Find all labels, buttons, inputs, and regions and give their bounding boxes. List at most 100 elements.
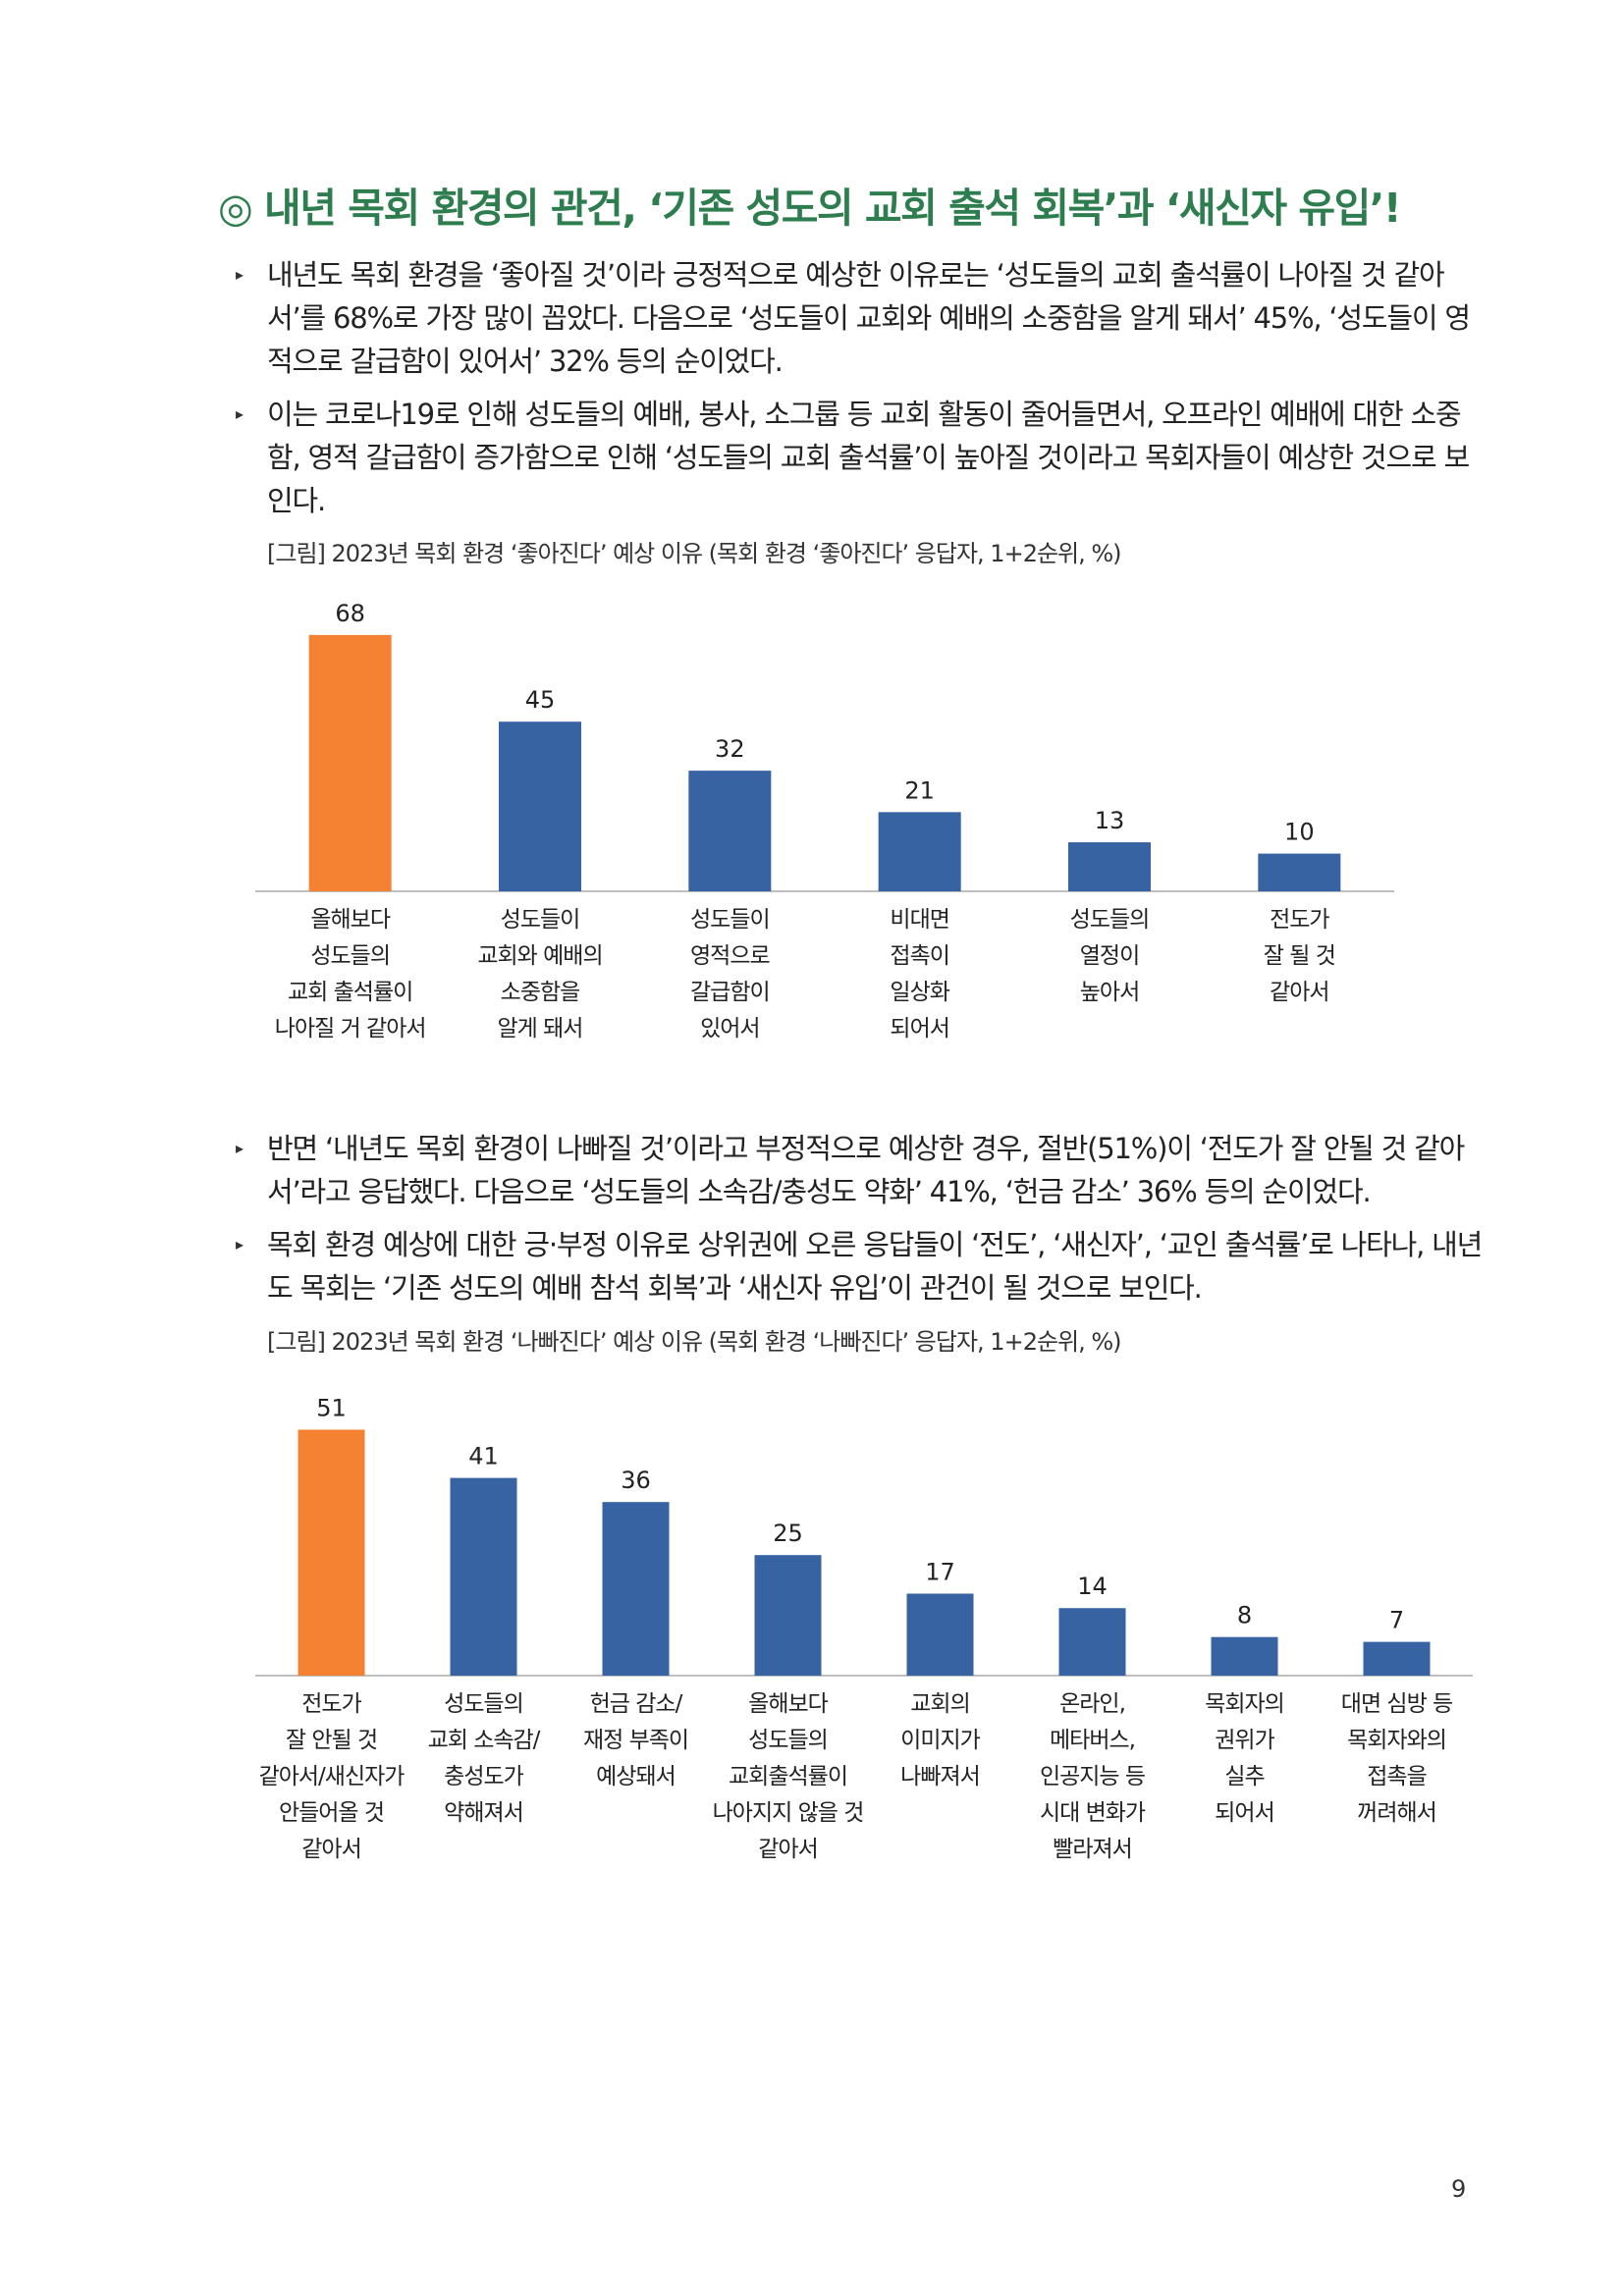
category-label: 전도가 (301, 1691, 361, 1717)
category-label: 높아서 (1080, 980, 1139, 1005)
bullet-marker-icon: ▸ (236, 265, 243, 284)
category-label: 목회자와의 (1347, 1728, 1446, 1753)
category-label: 같아서 (1270, 980, 1328, 1005)
category-label: 나아질 거 같아서 (275, 1016, 426, 1041)
category-label: 있어서 (700, 1016, 759, 1041)
category-label: 잘 안될 것 (286, 1728, 377, 1753)
category-label: 목회자의 (1205, 1691, 1284, 1717)
category-label: 인공지능 등 (1040, 1764, 1145, 1789)
data-label: 51 (316, 1394, 347, 1421)
bar (450, 1477, 517, 1676)
bar (308, 634, 392, 891)
section1-bullets: ▸ 내년도 목회 환경을 ‘좋아질 것’이라 긍정적으로 예상한 이유로는 ‘성… (236, 253, 1483, 532)
bullet-text: 이는 코로나19로 인해 성도들의 예배, 봉사, 소그룹 등 교회 활동이 줄… (267, 398, 1470, 517)
bullet-item: ▸ 목회 환경 예상에 대한 긍·부정 이유로 상위권에 오른 응답들이 ‘전도… (236, 1223, 1483, 1309)
category-label: 접촉을 (1367, 1764, 1426, 1789)
category-label: 영적으로 (690, 943, 770, 969)
category-label: 같아서/새신자가 (259, 1764, 406, 1789)
category-label: 실추 (1224, 1764, 1264, 1789)
category-label: 헌금 감소/ (590, 1691, 683, 1717)
data-label: 25 (773, 1520, 803, 1547)
category-label: 성도들의 (748, 1728, 828, 1753)
category-label: 충성도가 (444, 1764, 523, 1789)
bar (1363, 1641, 1431, 1676)
data-label: 36 (621, 1467, 651, 1494)
page-heading: ◎ 내년 목회 환경의 관건, ‘기존 성도의 교회 출석 회복’과 ‘새신자 … (218, 185, 1402, 232)
chart-good-reasons: 68 올해보다 성도들의 교회 출석률이 나아질 거 같아서 45 성도들이 교회와 예배의 소… (255, 579, 1414, 1060)
category-label: 올해보다 (310, 907, 390, 933)
bullet-marker-icon: ▸ (236, 1139, 243, 1157)
category-label: 비대면 (890, 907, 948, 933)
category-label: 성도들의 (444, 1691, 523, 1717)
chart-bad-reasons: 51 전도가 잘 안될 것 같아서/새신자가 안들어올 것 같아서 41 성도들의 교회 소속감… (255, 1369, 1492, 1880)
bullet-item: ▸ 반면 ‘내년도 목회 환경이 나빠질 것’이라고 부정적으로 예상한 경우,… (236, 1127, 1483, 1213)
category-label: 잘 될 것 (1264, 943, 1335, 969)
category-label: 갈급함이 (690, 980, 770, 1005)
category-label: 성도들이 (690, 907, 770, 933)
category-label: 성도들의 (310, 943, 390, 969)
category-label: 되어서 (890, 1016, 948, 1041)
category-label: 열정이 (1080, 943, 1139, 969)
bar (906, 1593, 974, 1676)
category-label: 성도들의 (1070, 907, 1150, 933)
category-label: 나빠져서 (900, 1764, 980, 1789)
category-label: 접촉이 (890, 943, 948, 969)
bullet-item: ▸ 내년도 목회 환경을 ‘좋아질 것’이라 긍정적으로 예상한 이유로는 ‘성… (236, 253, 1483, 383)
bar (499, 721, 581, 891)
category-label: 전도가 (1270, 907, 1329, 933)
data-label: 10 (1284, 819, 1315, 846)
category-label: 되어서 (1215, 1800, 1273, 1826)
category-label: 약해져서 (444, 1800, 523, 1826)
category-label: 소중함을 (501, 980, 580, 1005)
category-label: 권위가 (1215, 1728, 1274, 1753)
category-label: 알게 돼서 (498, 1016, 583, 1041)
category-label: 올해보다 (748, 1691, 828, 1717)
category-label: 안들어올 것 (279, 1800, 384, 1826)
data-label: 8 (1237, 1602, 1252, 1629)
bullet-text: 반면 ‘내년도 목회 환경이 나빠질 것’이라고 부정적으로 예상한 경우, 절… (267, 1132, 1465, 1208)
category-label: 성도들이 (501, 907, 580, 933)
data-label: 41 (468, 1443, 499, 1470)
category-label: 대면 심방 등 (1341, 1691, 1452, 1717)
data-label: 32 (715, 735, 745, 763)
bullet-marker-icon: ▸ (236, 1235, 243, 1254)
bar (1068, 842, 1151, 891)
chart2-caption: [그림] 2023년 목회 환경 ‘나빠진다’ 예상 이유 (목회 환경 ‘나빠… (267, 1328, 1122, 1356)
bar (878, 812, 961, 891)
data-label: 45 (525, 686, 556, 714)
bullet-text: 내년도 목회 환경을 ‘좋아질 것’이라 긍정적으로 예상한 이유로는 ‘성도들… (267, 258, 1471, 378)
category-label: 일상화 (890, 980, 949, 1005)
category-label: 교회의 (910, 1691, 969, 1717)
category-label: 교회와 예배의 (477, 943, 602, 969)
data-label: 21 (904, 776, 935, 804)
bar (1211, 1636, 1278, 1676)
bar (602, 1502, 670, 1676)
bar (298, 1429, 365, 1676)
section2-bullets: ▸ 반면 ‘내년도 목회 환경이 나빠질 것’이라고 부정적으로 예상한 경우,… (236, 1127, 1483, 1319)
category-label: 같아서 (301, 1837, 360, 1862)
category-label: 예상돼서 (596, 1764, 676, 1789)
category-label: 교회 소속감/ (428, 1728, 541, 1753)
bar (688, 771, 772, 891)
category-label: 재정 부족이 (583, 1728, 688, 1753)
data-label: 14 (1077, 1573, 1108, 1600)
data-label: 13 (1095, 807, 1125, 834)
bar (1258, 853, 1341, 891)
chart1-caption: [그림] 2023년 목회 환경 ‘좋아진다’ 예상 이유 (목회 환경 ‘좋아… (267, 540, 1122, 567)
category-label: 메타버스, (1050, 1728, 1135, 1753)
category-label: 시대 변화가 (1040, 1800, 1146, 1826)
data-label: 17 (925, 1558, 955, 1585)
page-number: 9 (1451, 2175, 1467, 2203)
category-label: 교회출석률이 (729, 1764, 847, 1789)
category-label: 빨라져서 (1053, 1837, 1132, 1862)
category-label: 온라인, (1059, 1691, 1125, 1717)
bullet-text: 목회 환경 예상에 대한 긍·부정 이유로 상위권에 오른 응답들이 ‘전도’,… (267, 1228, 1483, 1305)
data-label: 68 (335, 600, 365, 627)
category-label: 이미지가 (900, 1728, 980, 1753)
data-label: 7 (1389, 1607, 1404, 1634)
bullet-item: ▸ 이는 코로나19로 인해 성도들의 예배, 봉사, 소그룹 등 교회 활동이… (236, 393, 1483, 522)
bar (1058, 1608, 1126, 1676)
category-label: 나아지지 않을 것 (713, 1800, 864, 1826)
